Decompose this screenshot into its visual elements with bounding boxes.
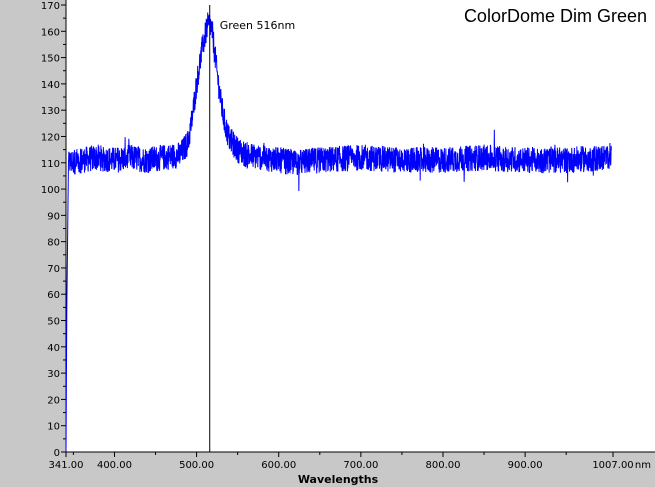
y-tick-label: 150 [41, 54, 60, 65]
y-tick-label: 130 [41, 106, 60, 117]
x-axis-label: Wavelengths [298, 473, 379, 486]
x-tick-label: 700.00 [343, 460, 378, 471]
plot-area [66, 0, 655, 452]
y-tick-label: 40 [47, 343, 60, 354]
y-tick-label: 30 [47, 369, 60, 380]
peak-marker-label: Green 516nm [220, 19, 296, 32]
y-tick-label: 80 [47, 238, 60, 249]
spectrum-series-line [65, 12, 612, 453]
y-tick-label: 110 [41, 159, 60, 170]
y-tick-label: 170 [41, 1, 60, 12]
y-tick-label: 140 [41, 80, 60, 91]
y-tick-label: 70 [47, 264, 60, 275]
x-tick-label: 1007.00 [592, 460, 633, 471]
y-tick-label: 100 [41, 185, 60, 196]
x-tick-label: 800.00 [425, 460, 460, 471]
y-axis: 0 10 20 30 40 50 60 70 80 90 100 110 120 130 140 150 160… [41, 0, 67, 459]
y-tick-label: 160 [41, 27, 60, 38]
x-tick-label: 500.00 [179, 460, 214, 471]
y-tick-label: 10 [47, 422, 60, 433]
x-tick-label: 600.00 [261, 460, 296, 471]
series-layer [65, 12, 612, 453]
y-tick-label: 120 [41, 132, 60, 143]
y-tick-label: 20 [47, 395, 60, 406]
y-tick-label: 50 [47, 317, 60, 328]
x-axis: 341.00 400.00 500.00 600.00 700.00 800.00 900.… [49, 451, 655, 471]
y-tick-label: 60 [47, 290, 60, 301]
marker-layer: Green 516nm [209, 5, 296, 452]
x-axis-unit: nm [635, 460, 651, 471]
chart-title: ColorDome Dim Green [464, 6, 647, 26]
x-tick-label: 400.00 [97, 460, 132, 471]
x-tick-label: 900.00 [508, 460, 543, 471]
y-tick-label: 90 [47, 211, 60, 222]
x-tick-label: 341.00 [49, 460, 84, 471]
y-tick-label: 0 [54, 448, 60, 459]
